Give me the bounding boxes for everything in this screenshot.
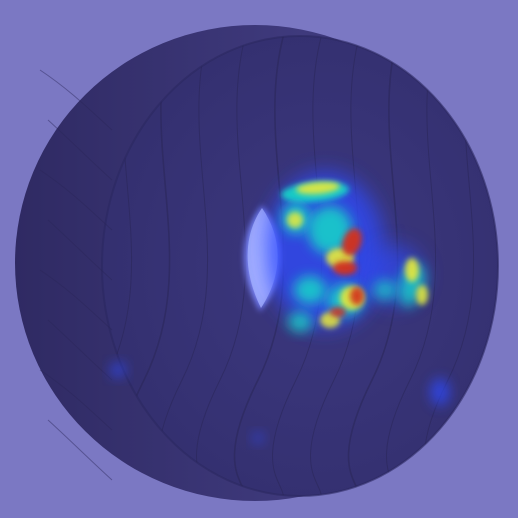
heat-blob xyxy=(110,362,126,378)
grain-line xyxy=(303,36,365,496)
heat-blob xyxy=(350,287,364,305)
heat-blob xyxy=(308,206,352,254)
heat-blob xyxy=(288,312,312,332)
heat-blob xyxy=(294,276,326,304)
rim-grain-line xyxy=(39,169,113,231)
heat-blob xyxy=(252,432,264,444)
heat-blob xyxy=(416,285,428,305)
heat-blob xyxy=(405,258,419,282)
rim-grain-line xyxy=(39,69,113,131)
rim-grain-line xyxy=(47,319,113,381)
rim-grain-line xyxy=(47,119,113,181)
rim-grain-line xyxy=(47,419,113,481)
heat-blob xyxy=(333,261,357,275)
rim-grain-line xyxy=(47,219,113,281)
heat-blob xyxy=(330,307,346,317)
grain-line xyxy=(265,36,327,496)
rim-grain xyxy=(39,69,113,481)
rim-grain-line xyxy=(39,269,113,331)
rim-grain-line xyxy=(39,369,113,431)
heat-blob xyxy=(430,378,450,406)
heat-blob xyxy=(342,228,362,256)
heat-blob xyxy=(373,280,397,300)
heat-blob xyxy=(296,181,340,195)
heat-blob xyxy=(287,212,303,228)
disc-face-edge xyxy=(101,35,499,497)
anomaly-heatmap xyxy=(110,172,450,444)
